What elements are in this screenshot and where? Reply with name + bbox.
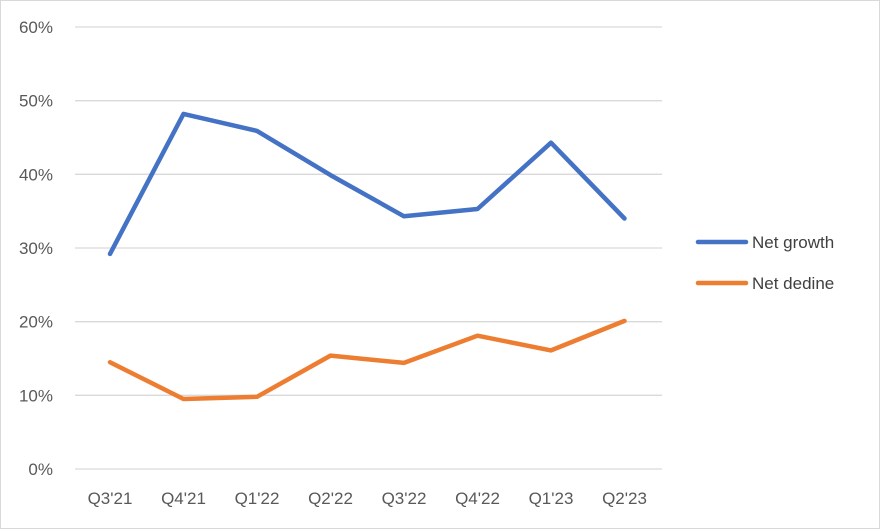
x-tick-label: Q4'21 [161,489,206,508]
x-tick-label: Q3'21 [88,489,133,508]
y-tick-label: 40% [19,165,53,184]
y-tick-label: 60% [19,18,53,37]
legend-label: Net growth [752,233,834,252]
legend-label: Net dedine [752,274,834,293]
x-tick-label: Q1'23 [529,489,574,508]
x-tick-label: Q1'22 [235,489,280,508]
x-tick-label: Q4'22 [455,489,500,508]
y-tick-label: 0% [28,460,53,479]
series-line-2 [107,318,627,402]
x-tick-label: Q2'23 [602,489,647,508]
y-tick-label: 50% [19,92,53,111]
x-tick-label: Q3'22 [382,489,427,508]
y-tick-label: 10% [19,386,53,405]
series-line-1 [107,111,627,257]
y-tick-label: 30% [19,239,53,258]
x-tick-label: Q2'22 [308,489,353,508]
y-tick-label: 20% [19,313,53,332]
